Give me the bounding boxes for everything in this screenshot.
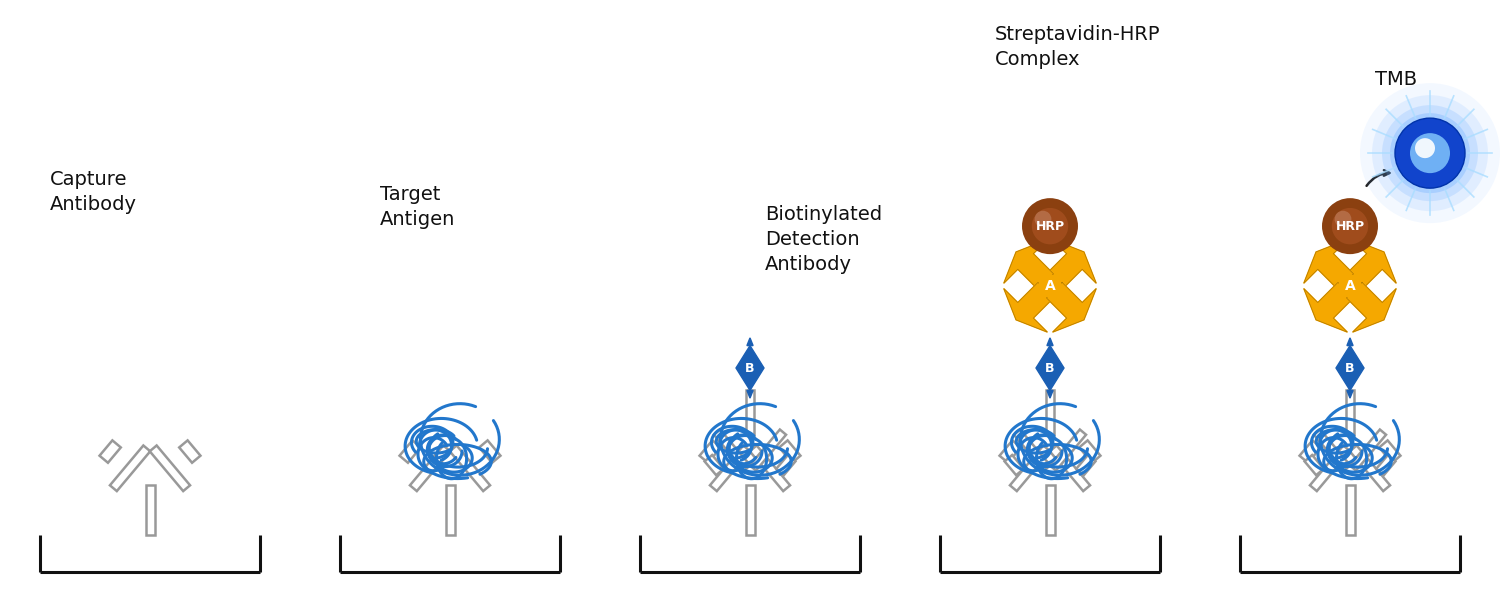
Bar — [1305, 455, 1323, 475]
Text: HRP: HRP — [1035, 220, 1065, 233]
Circle shape — [1390, 113, 1470, 193]
Circle shape — [1035, 211, 1052, 227]
Polygon shape — [1047, 391, 1053, 398]
Bar — [478, 440, 501, 463]
Bar — [778, 440, 801, 463]
Bar — [1014, 430, 1050, 470]
Circle shape — [1032, 208, 1068, 244]
Bar — [777, 455, 795, 475]
Text: TMB: TMB — [1376, 70, 1417, 89]
Bar — [710, 445, 750, 491]
Bar — [1314, 430, 1350, 470]
Bar — [714, 430, 750, 470]
Bar — [1346, 485, 1354, 535]
Text: B: B — [746, 361, 754, 374]
Circle shape — [1395, 118, 1466, 188]
Bar — [1040, 275, 1060, 297]
Polygon shape — [1047, 338, 1053, 346]
Circle shape — [1322, 198, 1378, 254]
Text: B: B — [1046, 361, 1054, 374]
Circle shape — [1382, 105, 1478, 201]
Bar — [1350, 445, 1390, 491]
Polygon shape — [1336, 346, 1364, 391]
Bar — [699, 440, 721, 463]
Circle shape — [1414, 138, 1436, 158]
Bar — [1346, 390, 1354, 435]
Bar — [110, 445, 150, 491]
Bar — [1046, 390, 1054, 435]
Bar — [750, 445, 790, 491]
Bar — [1377, 455, 1395, 475]
Bar — [1005, 455, 1023, 475]
Circle shape — [1410, 133, 1450, 173]
Bar — [1340, 275, 1360, 297]
Polygon shape — [1047, 239, 1096, 289]
Polygon shape — [1004, 283, 1053, 332]
Text: A: A — [1344, 279, 1356, 293]
Text: HRP: HRP — [1335, 220, 1365, 233]
Bar — [1077, 455, 1095, 475]
Polygon shape — [1347, 283, 1396, 332]
Text: Capture
Antibody: Capture Antibody — [50, 170, 136, 214]
Bar — [1078, 440, 1101, 463]
Bar — [450, 445, 491, 491]
Text: Biotinylated
Detection
Antibody: Biotinylated Detection Antibody — [765, 205, 882, 274]
Bar — [150, 445, 190, 491]
Bar — [746, 390, 754, 435]
Bar — [750, 430, 786, 470]
Bar — [1350, 430, 1386, 470]
Circle shape — [1332, 208, 1368, 244]
Text: B: B — [1346, 361, 1354, 374]
Polygon shape — [1347, 239, 1396, 289]
Bar — [746, 485, 754, 535]
Circle shape — [1022, 198, 1078, 254]
Polygon shape — [1304, 283, 1353, 332]
Text: Target
Antigen: Target Antigen — [380, 185, 456, 229]
Polygon shape — [1047, 283, 1096, 332]
Bar — [1046, 485, 1054, 535]
Bar — [999, 440, 1022, 463]
Bar — [178, 440, 201, 463]
Bar — [1050, 445, 1090, 491]
Polygon shape — [1347, 391, 1353, 398]
Bar — [1310, 445, 1350, 491]
Bar — [1378, 440, 1401, 463]
Polygon shape — [747, 391, 753, 398]
Bar — [1050, 430, 1086, 470]
Text: Streptavidin-HRP
Complex: Streptavidin-HRP Complex — [994, 25, 1161, 69]
Circle shape — [1335, 211, 1352, 227]
Polygon shape — [1004, 239, 1053, 289]
Polygon shape — [1304, 239, 1353, 289]
Polygon shape — [1036, 346, 1064, 391]
Bar — [99, 440, 122, 463]
Polygon shape — [1347, 338, 1353, 346]
Text: A: A — [1044, 279, 1056, 293]
Circle shape — [1372, 95, 1488, 211]
Polygon shape — [747, 338, 753, 346]
Bar — [705, 455, 723, 475]
Bar — [1299, 440, 1322, 463]
Bar — [1010, 445, 1050, 491]
Bar — [446, 485, 454, 535]
Bar — [410, 445, 450, 491]
Bar — [399, 440, 422, 463]
Circle shape — [1360, 83, 1500, 223]
Polygon shape — [736, 346, 764, 391]
Bar — [146, 485, 154, 535]
